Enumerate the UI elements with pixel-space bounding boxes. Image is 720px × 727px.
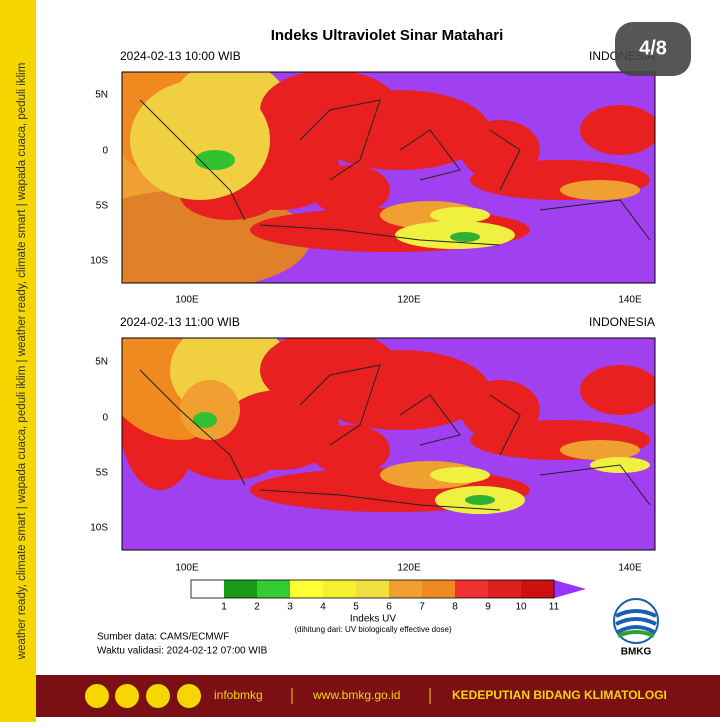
validity: Waktu validasi: 2024-02-12 07:00 WIB [97, 646, 268, 657]
colorbar-tick-label: 7 [419, 602, 425, 613]
lat-label: 5S [96, 468, 109, 479]
logo-text: BMKG [621, 647, 652, 658]
footer-handle: infobmkg [214, 688, 263, 702]
panel-time: 2024-02-13 10:00 WIB [120, 49, 241, 63]
source: Sumber data: CAMS/ECMWF [97, 632, 229, 643]
colorbar-tick-label: 5 [353, 602, 359, 613]
title: Indeks Ultraviolet Sinar Matahari [271, 27, 504, 44]
instagram-icon[interactable] [177, 684, 201, 708]
footer-url: www.bmkg.go.id [312, 688, 400, 702]
facebook-icon[interactable] [115, 684, 139, 708]
colorbar-note: (dihitung dari: UV biologically effectiv… [294, 625, 452, 634]
map-panel: 2024-02-13 11:00 WIB INDONESIA [120, 315, 656, 551]
colorbar-tick-label: 11 [549, 602, 560, 613]
lon-label: 120E [397, 563, 421, 574]
youtube-icon[interactable] [146, 684, 170, 708]
lat-label: 10S [90, 256, 108, 267]
side-strip [0, 0, 36, 722]
lat-label: 0 [102, 413, 108, 424]
lon-label: 140E [618, 563, 642, 574]
map-panel: 2024-02-13 10:00 WIB INDONESIA [120, 49, 656, 284]
colorbar-tick-label: 8 [452, 602, 458, 613]
page-indicator-text: 4/8 [639, 37, 667, 59]
colorbar-tick-label: 9 [485, 602, 491, 613]
bmkg-logo: BMKG [613, 598, 659, 658]
lat-label: 5S [96, 201, 109, 212]
twitter-icon[interactable] [85, 684, 109, 708]
colorbar-tick-label: 2 [254, 602, 260, 613]
lon-label: 100E [175, 563, 199, 574]
lon-label: 100E [175, 295, 199, 306]
colorbar-title: Indeks UV [350, 614, 396, 625]
colorbar-tick-label: 3 [287, 602, 293, 613]
colorbar-tick-label: 6 [386, 602, 392, 613]
lat-label: 0 [102, 146, 108, 157]
lat-label: 5N [95, 357, 108, 368]
lon-label: 120E [397, 295, 421, 306]
colorbar [190, 579, 586, 599]
colorbar-tick-label: 10 [515, 602, 527, 613]
footer-dept: KEDEPUTIAN BIDANG KLIMATOLOGI [452, 688, 667, 702]
page-indicator [615, 22, 691, 76]
panel-region: INDONESIA [589, 315, 655, 329]
side-text: weather ready, climate smart | wapada cu… [16, 63, 28, 661]
lat-label: 5N [95, 90, 108, 101]
colorbar-tick-label: 4 [320, 602, 326, 613]
colorbar-tick-label: 1 [221, 602, 227, 613]
panel-time: 2024-02-13 11:00 WIB [120, 315, 240, 329]
lat-label: 10S [90, 523, 108, 534]
lon-label: 140E [618, 295, 642, 306]
